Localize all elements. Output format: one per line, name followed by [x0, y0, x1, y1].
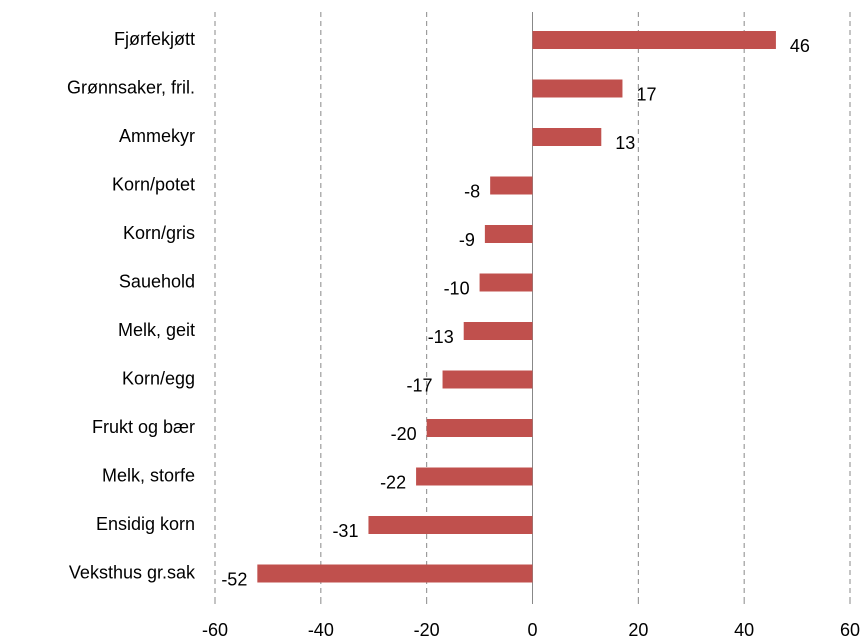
x-tick-label: 20	[628, 620, 648, 640]
x-tick-label: -40	[308, 620, 334, 640]
bar	[479, 273, 533, 292]
data-label: -13	[428, 327, 454, 347]
y-tick-label: Fjørfekjøtt	[114, 29, 195, 49]
data-label: -8	[464, 181, 480, 201]
y-tick-label: Ensidig korn	[96, 514, 195, 534]
bar	[368, 516, 533, 534]
bar	[442, 370, 533, 389]
bar	[532, 31, 776, 49]
x-tick-label: 60	[840, 620, 860, 640]
y-tick-label: Frukt og bær	[92, 417, 195, 437]
data-label: -52	[221, 569, 247, 589]
bar	[463, 322, 533, 340]
y-tick-label: Ammekyr	[119, 126, 195, 146]
y-tick-label: Korn/potet	[112, 174, 195, 194]
data-label: 17	[636, 84, 656, 104]
y-tick-label: Korn/gris	[123, 223, 195, 243]
bar	[416, 467, 533, 486]
bar	[490, 176, 533, 195]
data-label: -20	[391, 424, 417, 444]
data-label: -17	[407, 375, 433, 395]
data-label: -22	[380, 472, 406, 492]
x-tick-label: -60	[202, 620, 228, 640]
y-tick-label: Melk, storfe	[102, 465, 195, 485]
y-tick-label: Veksthus gr.sak	[69, 562, 196, 582]
data-label: -9	[459, 230, 475, 250]
bar	[532, 79, 623, 98]
data-label: -31	[332, 521, 358, 541]
y-tick-label: Grønnsaker, fril.	[67, 77, 195, 97]
bar	[426, 419, 533, 437]
data-label: -10	[444, 278, 470, 298]
y-tick-label: Korn/egg	[122, 368, 195, 388]
x-tick-label: -20	[414, 620, 440, 640]
data-label: 13	[615, 133, 635, 153]
bar	[484, 225, 533, 243]
bar	[532, 128, 602, 146]
bar	[257, 564, 533, 583]
y-tick-label: Sauehold	[119, 271, 195, 291]
y-tick-label: Melk, geit	[118, 320, 195, 340]
data-label: 46	[790, 36, 810, 56]
x-tick-label: 0	[527, 620, 537, 640]
x-tick-label: 40	[734, 620, 754, 640]
